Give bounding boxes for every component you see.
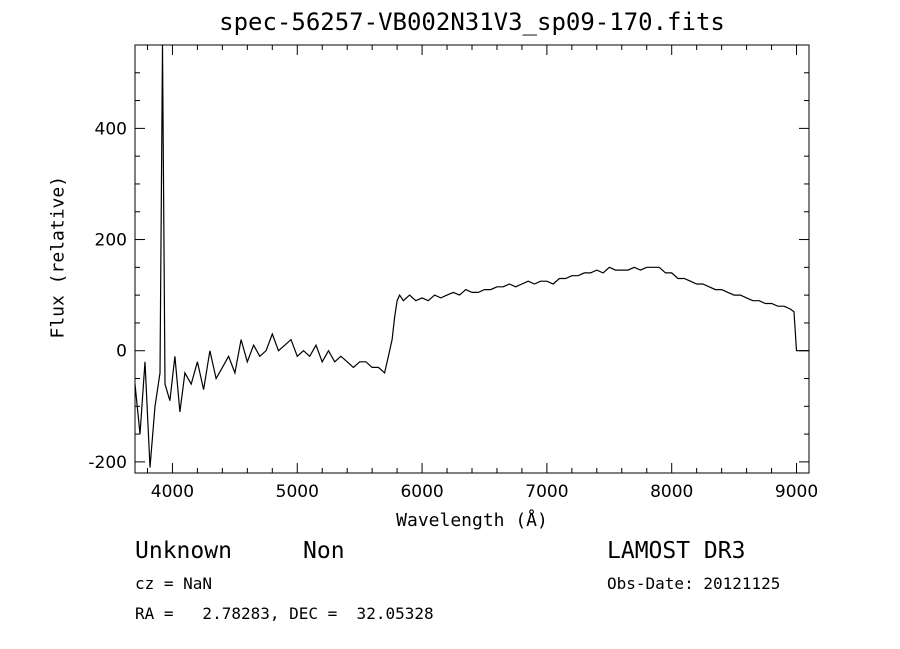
flux-line [134,44,809,468]
x-tick-label: 4000 [151,482,194,502]
x-tick-label: 7000 [525,482,568,502]
x-tick-label: 8000 [650,482,693,502]
plot-frame [134,44,810,474]
coordinates-label: RA = 2.78283, DEC = 32.05328 [135,604,434,623]
y-tick-label: 0 [116,342,127,362]
x-tick-label: 6000 [400,482,443,502]
chart-title: spec-56257-VB002N31V3_sp09-170.fits [219,8,725,36]
axis-ticks [135,45,809,473]
y-tick-label: 200 [95,231,127,251]
obs-date-label: Obs-Date: 20121125 [607,574,781,593]
object-subclass: Non [303,538,345,564]
y-tick-label: 400 [95,119,127,139]
y-tick-label: -200 [88,453,127,473]
axis-tick-labels: 4000 5000 6000 7000 8000 9000 -200 0 200 400 [88,119,818,502]
redshift-label: cz = NaN [135,574,213,593]
y-axis-label: Flux (relative) [47,175,69,339]
object-class: Unknown [135,538,232,564]
survey-label: LAMOST DR3 [607,538,746,564]
x-axis-label: Wavelength (Å) [396,510,548,531]
x-tick-label: 5000 [276,482,319,502]
x-tick-label: 9000 [775,482,818,502]
